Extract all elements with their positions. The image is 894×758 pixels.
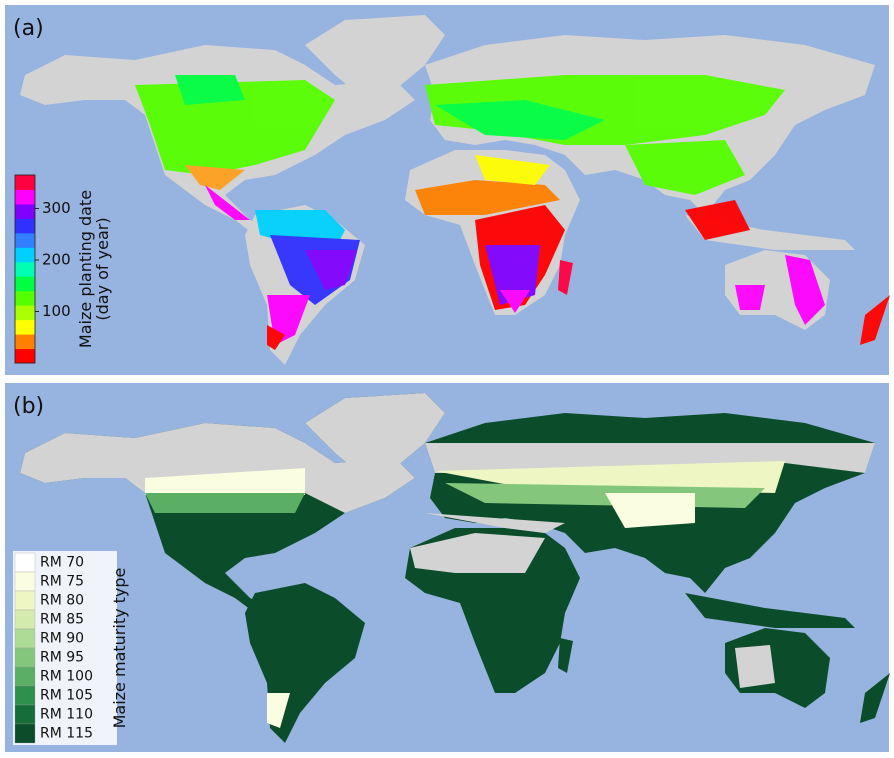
panel-b: (b) RM 70 RM 75 RM 80 RM 85 RM 90 RM 95 RM 100… xyxy=(5,383,890,752)
colorbar-tick-label: 100 xyxy=(42,302,71,320)
legend-label: RM 95 xyxy=(40,650,84,666)
colorbar-tick-label: 200 xyxy=(42,250,71,268)
legend-label: RM 90 xyxy=(40,631,84,647)
colorbar-tick-label: 300 xyxy=(42,199,71,217)
colorbar-segment xyxy=(15,348,35,364)
legend-label: RM 85 xyxy=(40,612,84,628)
legend-swatch xyxy=(14,704,36,725)
legend-swatch xyxy=(14,666,36,687)
colorbar-segment xyxy=(15,305,35,321)
legend-swatch xyxy=(14,552,36,573)
colorbar-title: (day of year) xyxy=(93,217,112,320)
legend-label: RM 70 xyxy=(40,555,84,571)
colorbar-segment xyxy=(15,290,35,306)
legend-swatch xyxy=(14,628,36,649)
colorbar-segment xyxy=(15,218,35,234)
colorbar-segment xyxy=(15,232,35,248)
legend-label: RM 80 xyxy=(40,593,84,609)
colorbar-segment xyxy=(15,203,35,219)
planting-date-field xyxy=(135,75,890,350)
legend-swatch xyxy=(14,571,36,592)
colorbar-segment xyxy=(15,189,35,205)
legend-title: Maize maturity type xyxy=(110,568,129,729)
colorbar-segment xyxy=(15,319,35,335)
legend-label: RM 115 xyxy=(40,726,93,742)
colorbar-segment xyxy=(15,247,35,263)
panel-label: (b) xyxy=(13,394,44,419)
legend-swatch xyxy=(14,609,36,630)
legend-swatch xyxy=(14,647,36,668)
legend-label: RM 100 xyxy=(40,669,93,685)
colorbar: 100 200 300 Maize planting date(day of year… xyxy=(14,174,112,364)
legend-swatch xyxy=(14,590,36,611)
legend-label: RM 75 xyxy=(40,574,84,590)
panel-label: (a) xyxy=(13,16,44,41)
colorbar-segment xyxy=(15,261,35,277)
legend: RM 70 RM 75 RM 80 RM 85 RM 90 RM 95 RM 100 RM 1… xyxy=(13,551,129,745)
maturity-field xyxy=(20,393,875,728)
colorbar-segment xyxy=(15,175,35,190)
legend-swatch xyxy=(14,723,36,744)
colorbar-segment xyxy=(15,276,35,292)
panel-a: (a) 100 200 300 Maize planting date(day of … xyxy=(5,5,890,375)
colorbar-title: Maize planting date xyxy=(76,190,95,348)
legend-label: RM 105 xyxy=(40,688,93,704)
legend-swatch xyxy=(14,685,36,706)
legend-label: RM 110 xyxy=(40,707,93,723)
colorbar-frame xyxy=(14,174,36,364)
colorbar-segment xyxy=(15,334,35,350)
